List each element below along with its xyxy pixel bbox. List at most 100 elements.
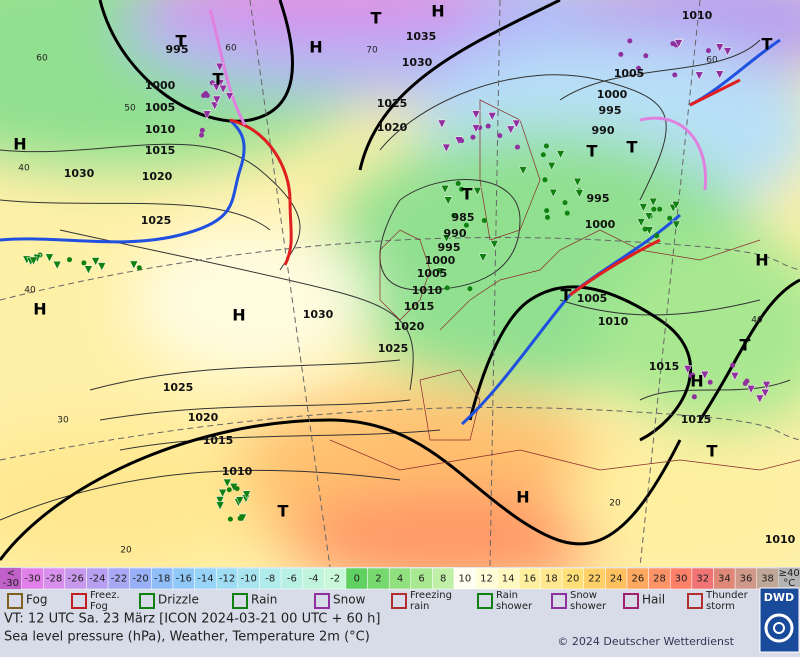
- legend-label: Thunder: [705, 590, 749, 601]
- weather-symbol: [45, 253, 54, 263]
- weather-symbol: [683, 365, 693, 374]
- weather-symbol: [471, 110, 481, 120]
- scale-label: -24: [89, 574, 105, 585]
- temperature-label: 30: [57, 416, 69, 426]
- scale-label: °C: [783, 578, 795, 589]
- isobar-label: 1010: [682, 9, 713, 22]
- pressure-center: T: [213, 70, 224, 89]
- scale-label: <: [7, 568, 15, 579]
- isobar-label: 990: [592, 124, 615, 137]
- weather-symbol: [760, 388, 770, 398]
- weather-symbol: [540, 152, 546, 158]
- isobar-label: 995: [438, 241, 461, 254]
- weather-symbol: [442, 234, 451, 243]
- weather-symbols: [22, 38, 771, 523]
- legend-label: Hail: [642, 593, 665, 607]
- scale-label: 6: [418, 574, 424, 585]
- isobar-label: 1005: [614, 67, 645, 80]
- cold-front: [0, 118, 246, 244]
- isobar-label: 1020: [377, 121, 408, 134]
- weather-symbol: [136, 265, 142, 271]
- temperature-label: 60: [36, 54, 48, 64]
- weather-symbol: [215, 62, 225, 72]
- weather-symbol: [437, 119, 447, 129]
- weather-symbol: [215, 501, 225, 511]
- scale-label: 28: [653, 574, 666, 585]
- legend-label: storm: [706, 601, 735, 612]
- scale-label: -12: [219, 574, 235, 585]
- logo: DWD: [764, 591, 794, 604]
- weather-symbol: [443, 196, 453, 206]
- isobar-label: 1015: [145, 144, 176, 157]
- legend-label: Drizzle: [158, 593, 199, 607]
- isobar-label: 990: [444, 227, 467, 240]
- weather-symbol: [694, 71, 704, 81]
- weather-symbol: [471, 124, 481, 134]
- weather-symbol: [234, 486, 240, 492]
- temperature-label: 40: [751, 316, 763, 326]
- legend-icon: [623, 593, 639, 609]
- legend-label: Rain: [496, 590, 518, 601]
- weather-symbol: [444, 285, 450, 291]
- major-isobars: [0, 0, 800, 561]
- pressure-center: T: [707, 442, 718, 461]
- scale-label: 8: [440, 574, 446, 585]
- legend-icon: [551, 593, 567, 609]
- scale-label: -30: [3, 578, 19, 589]
- isobar-label: 995: [587, 192, 610, 205]
- isobar-label: 1025: [378, 342, 409, 355]
- weather-symbol: [672, 72, 678, 78]
- copyright: © 2024 Deutscher Wetterdienst: [557, 635, 734, 648]
- weather-symbol: [506, 125, 516, 135]
- legend-icon: [477, 593, 493, 609]
- weather-symbol: [544, 208, 550, 214]
- weather-symbol: [636, 65, 642, 71]
- weather-symbol: [481, 218, 487, 224]
- scale-label: -26: [68, 574, 84, 585]
- isobar-label: 1015: [649, 360, 680, 373]
- weather-symbol: [671, 200, 681, 210]
- weather-symbol: [518, 166, 528, 176]
- legend-label: Fog: [26, 593, 47, 607]
- weather-symbol: [627, 38, 633, 44]
- scale-label: -14: [197, 574, 213, 585]
- weather-symbol: [707, 379, 713, 385]
- weather-symbol: [81, 260, 87, 266]
- weather-symbol: [643, 53, 649, 59]
- pressure-center: T: [740, 336, 751, 355]
- weather-symbol: [762, 381, 771, 390]
- scale-label: 22: [588, 574, 601, 585]
- isobar-label: 995: [599, 104, 622, 117]
- isobar-label: 1005: [145, 101, 176, 114]
- weather-symbol: [497, 133, 503, 139]
- legend-label: Rain: [251, 593, 277, 607]
- isobar-label: 1000: [585, 218, 616, 231]
- scale-label: 12: [480, 574, 493, 585]
- isobar-label: 1020: [188, 411, 219, 424]
- scale-label: 10: [458, 574, 471, 585]
- weather-symbol: [545, 214, 551, 220]
- pressure-center: T: [176, 32, 187, 51]
- scale-label: -18: [154, 574, 170, 585]
- weather-symbol: [441, 143, 451, 153]
- legend-icon: [232, 593, 248, 609]
- weather-symbol: [667, 215, 673, 221]
- scale-label: -8: [265, 574, 275, 585]
- temperature-label: 20: [609, 499, 621, 509]
- legend-label: Snow: [570, 590, 597, 601]
- weather-symbol: [715, 43, 725, 53]
- isobar-label: 1010: [145, 123, 176, 136]
- weather-symbol: [459, 138, 465, 144]
- isobar-label: 1010: [598, 315, 629, 328]
- weather-symbol: [225, 92, 234, 102]
- weather-symbol: [222, 478, 232, 488]
- weather-symbol: [674, 39, 684, 49]
- weather-symbol: [470, 134, 476, 140]
- scale-label: 2: [375, 574, 381, 585]
- weather-symbol: [700, 370, 710, 380]
- scale-label: 20: [567, 574, 580, 585]
- isobar-label: 1000: [145, 79, 176, 92]
- scale-label: -20: [132, 574, 148, 585]
- legend-icon: [687, 593, 703, 609]
- map-labels: 9951000100510101015102010301025103510301…: [13, 2, 795, 556]
